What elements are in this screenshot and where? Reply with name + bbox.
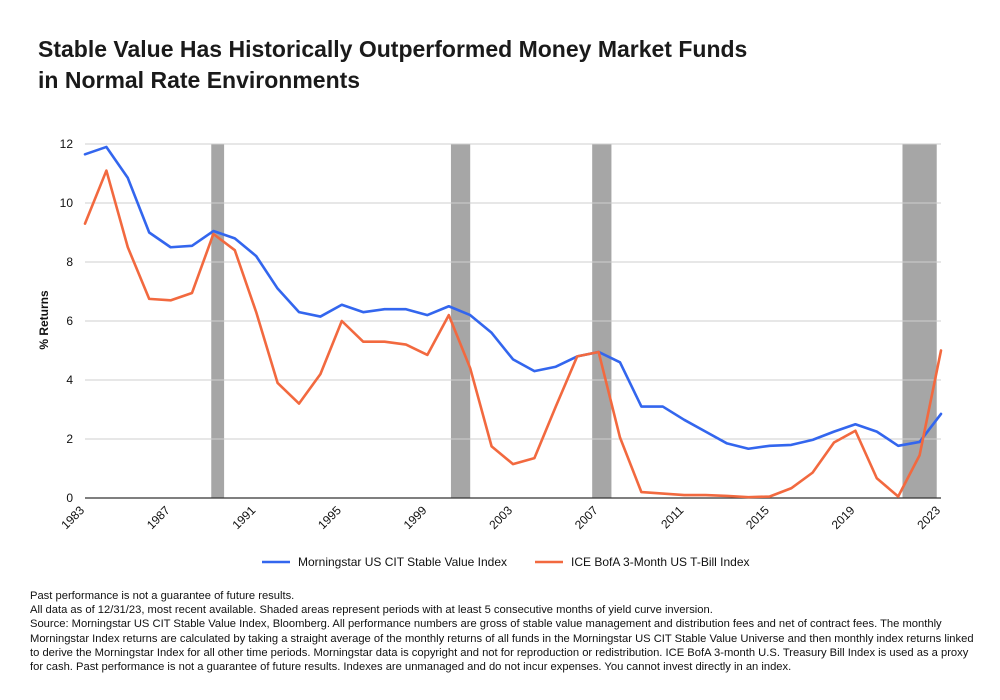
x-tick-label: 2007 bbox=[572, 503, 601, 532]
x-tick-label: 1991 bbox=[230, 503, 259, 532]
y-tick-label: 12 bbox=[60, 137, 74, 151]
footnotes: Past performance is not a guarantee of f… bbox=[30, 589, 975, 674]
chart-title-line-2: in Normal Rate Environments bbox=[38, 67, 361, 93]
y-tick-label: 10 bbox=[60, 196, 74, 210]
y-tick-label: 0 bbox=[66, 491, 73, 505]
y-axis-label: % Returns bbox=[37, 290, 51, 350]
x-tick-label: 2003 bbox=[486, 503, 515, 532]
chart-title: Stable Value Has Historically Outperform… bbox=[38, 34, 938, 96]
chart-title-line-1: Stable Value Has Historically Outperform… bbox=[38, 36, 748, 62]
x-tick-label: 2019 bbox=[829, 503, 858, 532]
series-line-2 bbox=[83, 169, 943, 499]
y-tick-label: 8 bbox=[66, 255, 73, 269]
x-tick-label: 1995 bbox=[315, 503, 344, 532]
legend: Morningstar US CIT Stable Value Index ICE… bbox=[262, 555, 750, 569]
series-line-1 bbox=[83, 145, 943, 451]
x-tick-label: 1999 bbox=[401, 503, 430, 532]
x-tick-label: 1983 bbox=[58, 503, 87, 532]
legend-label-2: ICE BofA 3-Month US T-Bill Index bbox=[571, 555, 750, 569]
y-tick-label: 2 bbox=[66, 432, 73, 446]
y-tick-label: 4 bbox=[66, 373, 73, 387]
x-tick-label: 2023 bbox=[914, 503, 943, 532]
footnote-disclaimer: Past performance is not a guarantee of f… bbox=[30, 590, 295, 602]
y-axis-ticks: 0 2 4 6 8 10 12 bbox=[60, 137, 74, 505]
legend-label-1: Morningstar US CIT Stable Value Index bbox=[298, 555, 507, 569]
x-tick-label: 2015 bbox=[743, 503, 772, 532]
x-axis-ticks: 1983 1987 1991 1995 1999 2003 2007 2011 2015 2019… bbox=[58, 503, 943, 532]
footnote-data-date: All data as of 12/31/23, most recent ava… bbox=[30, 604, 713, 617]
series-lines bbox=[83, 145, 943, 499]
gridlines bbox=[85, 143, 941, 499]
x-tick-label: 2011 bbox=[658, 503, 686, 531]
y-tick-label: 6 bbox=[66, 314, 73, 328]
footnote-source: Source: Morningstar US CIT Stable Value … bbox=[30, 618, 974, 674]
line-chart: 0 2 4 6 8 10 12 1983 1987 1991 1995 1999 2003 2007 20… bbox=[37, 137, 943, 569]
x-tick-label: 1987 bbox=[144, 503, 173, 532]
